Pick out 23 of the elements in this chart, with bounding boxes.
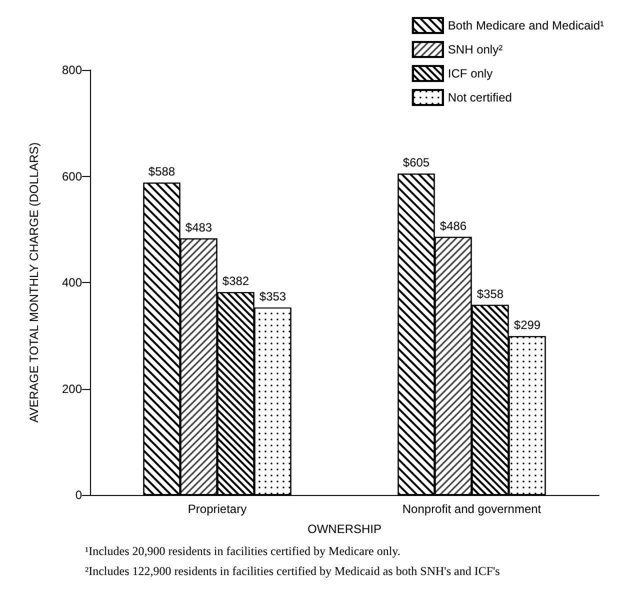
legend-label: SNH only² (448, 42, 503, 56)
y-tick-label: 600 (62, 169, 82, 184)
legend-label: Not certified (448, 90, 512, 104)
x-tick-label: Proprietary (188, 502, 247, 516)
data-label: $299 (514, 318, 541, 332)
y-axis-title: AVERAGE TOTAL MONTHLY CHARGE (DOLLARS) (27, 142, 41, 423)
y-tick-label: 800 (62, 63, 82, 77)
data-label: $382 (222, 274, 250, 288)
y-tick-label: 0 (75, 488, 82, 502)
y-tick-label: 400 (62, 276, 82, 290)
data-label: $353 (259, 289, 286, 304)
text: ²Includes 122,900 residents in facilities certified by Medicaid as both SNH's and ICF's (85, 564, 500, 578)
x-tick-label: Nonprofit and government (402, 502, 542, 516)
x-axis-title: OWNERSHIP (307, 522, 382, 536)
data-label: $605 (402, 156, 430, 170)
data-label: $358 (476, 286, 504, 301)
legend-label: ICF only (448, 66, 493, 80)
data-label: $483 (185, 220, 212, 234)
data-label: $588 (148, 164, 176, 179)
data-label: $486 (440, 218, 467, 233)
legend-label: Both Medicare and Medicaid¹ (448, 18, 604, 32)
y-tick-label: 200 (62, 382, 82, 396)
text: ¹Includes 20,900 residents in facilities certified by Medicare only. (85, 544, 400, 558)
